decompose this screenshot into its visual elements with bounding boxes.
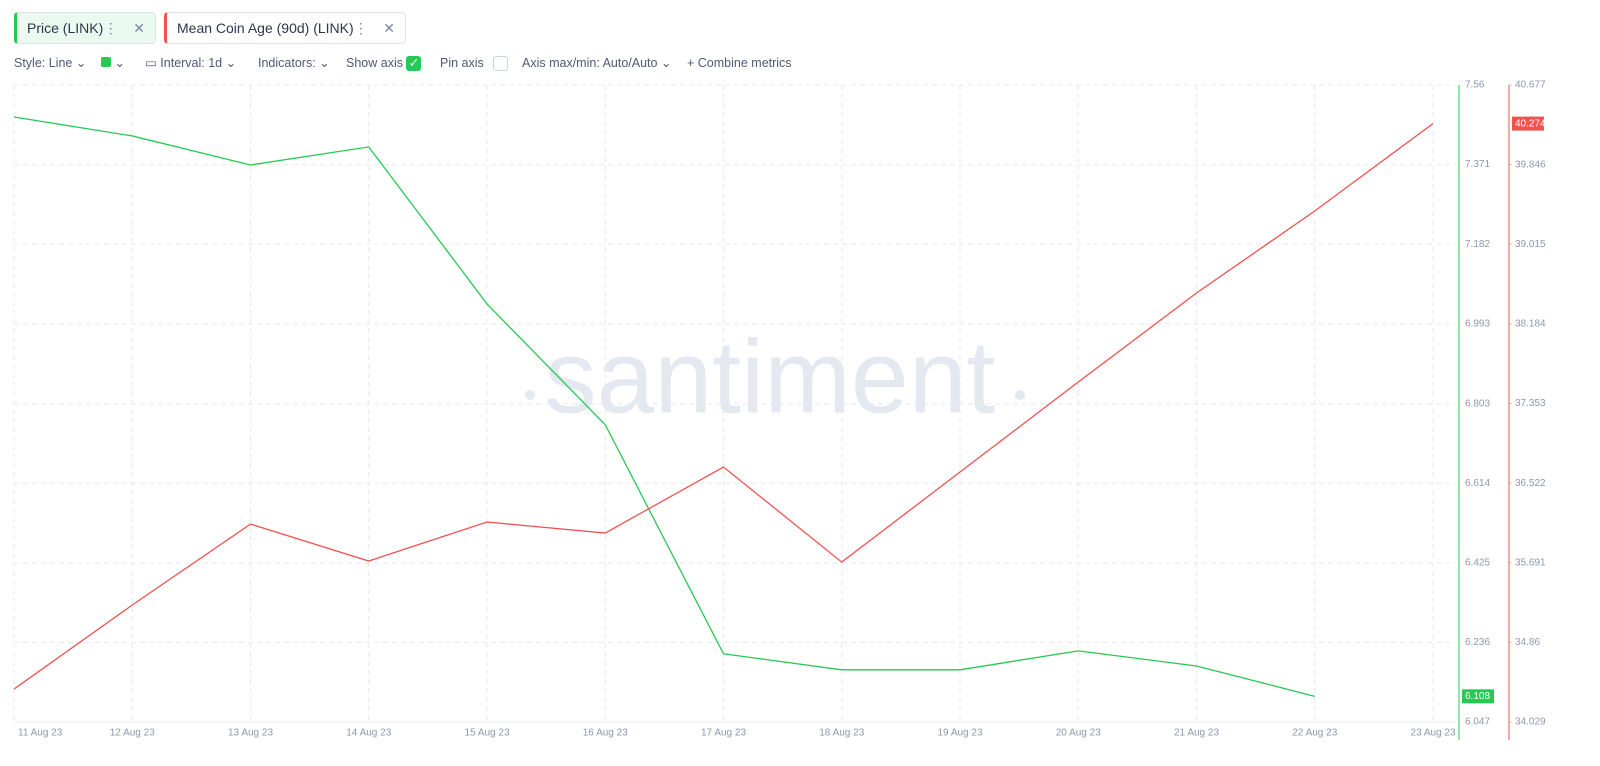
y2-tick-label: 35.691 bbox=[1515, 557, 1546, 568]
tab-label: Mean Coin Age (90d) (LINK) bbox=[177, 20, 354, 36]
y2-tick-label: 34.86 bbox=[1515, 637, 1540, 648]
label: Combine metrics bbox=[697, 56, 792, 70]
label: Axis max/min: Auto/Auto bbox=[522, 56, 658, 70]
last-value-badge bbox=[1512, 116, 1544, 131]
x-tick-label: 21 Aug 23 bbox=[1174, 728, 1219, 739]
y2-tick-label: 37.353 bbox=[1515, 398, 1546, 409]
label: Pin axis bbox=[440, 56, 484, 70]
y2-tick-label: 38.184 bbox=[1515, 319, 1546, 330]
y-tick-label: 6.614 bbox=[1465, 478, 1490, 489]
axis-minmax[interactable]: Axis max/min: Auto/Auto ⌄ bbox=[522, 56, 672, 70]
last-value-badge bbox=[1462, 689, 1494, 704]
combine-metrics[interactable]: + Combine metrics bbox=[687, 56, 792, 70]
watermark-dot bbox=[1015, 390, 1025, 400]
color-select[interactable]: ⌄ bbox=[101, 54, 125, 72]
x-tick-label: 11 Aug 23 bbox=[18, 728, 63, 739]
x-tick-label: 12 Aug 23 bbox=[110, 728, 155, 739]
metric-tab[interactable]: Price (LINK) ⋮ ✕ bbox=[14, 12, 156, 44]
x-tick-label: 19 Aug 23 bbox=[937, 728, 982, 739]
x-tick-label: 22 Aug 23 bbox=[1292, 728, 1337, 739]
y2-tick-label: 39.015 bbox=[1515, 239, 1546, 250]
x-tick-label: 18 Aug 23 bbox=[819, 728, 864, 739]
y-tick-label: 7.182 bbox=[1465, 239, 1490, 250]
y-tick-label: 6.993 bbox=[1465, 318, 1490, 329]
label: Interval: 1d bbox=[160, 56, 223, 70]
x-tick-label: 20 Aug 23 bbox=[1056, 728, 1101, 739]
y2-tick-label: 36.522 bbox=[1515, 478, 1546, 489]
series-line bbox=[13, 123, 1434, 690]
y2-tick-label: 40.677 bbox=[1515, 80, 1546, 91]
x-tick-label: 14 Aug 23 bbox=[346, 728, 391, 739]
series-line bbox=[13, 116, 1315, 697]
show-axis[interactable]: Show axis ✓ bbox=[346, 54, 422, 72]
label: Indicators: bbox=[258, 56, 316, 70]
x-tick-label: 13 Aug 23 bbox=[228, 728, 273, 739]
watermark-dot bbox=[525, 390, 535, 400]
close[interactable]: ⋮ ✕ bbox=[103, 19, 145, 36]
y-tick-label: 6.425 bbox=[1465, 557, 1490, 568]
y-tick-label: 7.56 bbox=[1465, 80, 1485, 91]
tab-label: Price (LINK) bbox=[27, 20, 104, 36]
y2-tick-label: 34.029 bbox=[1515, 717, 1546, 728]
y2-tick-label: 39.846 bbox=[1515, 159, 1546, 170]
indicators[interactable]: Indicators: ⌄ bbox=[258, 56, 330, 70]
x-tick-label: 16 Aug 23 bbox=[583, 728, 628, 739]
pin-axis[interactable]: Pin axis bbox=[440, 54, 509, 72]
y-tick-label: 6.803 bbox=[1465, 398, 1490, 409]
label: Style: Line bbox=[14, 56, 73, 70]
x-tick-label: 17 Aug 23 bbox=[701, 728, 746, 739]
y-tick-label: 6.047 bbox=[1465, 717, 1490, 728]
metric-tab[interactable]: Mean Coin Age (90d) (LINK) ⋮ ✕ bbox=[164, 12, 406, 44]
close[interactable]: ⋮ ✕ bbox=[353, 19, 395, 36]
x-tick-label: 15 Aug 23 bbox=[464, 728, 509, 739]
style-select[interactable]: Style: Line ⌄ bbox=[14, 56, 87, 70]
y-tick-label: 7.371 bbox=[1465, 159, 1490, 170]
label: Show axis bbox=[346, 56, 403, 70]
watermark: santiment bbox=[545, 319, 996, 435]
last-value-label: 40.274 bbox=[1515, 118, 1546, 129]
x-tick-label: 23 Aug 23 bbox=[1410, 728, 1455, 739]
interval-select[interactable]: ▭ Interval: 1d ⌄ bbox=[145, 56, 237, 70]
last-value-label: 6.108 bbox=[1465, 691, 1490, 702]
y-tick-label: 6.236 bbox=[1465, 637, 1490, 648]
